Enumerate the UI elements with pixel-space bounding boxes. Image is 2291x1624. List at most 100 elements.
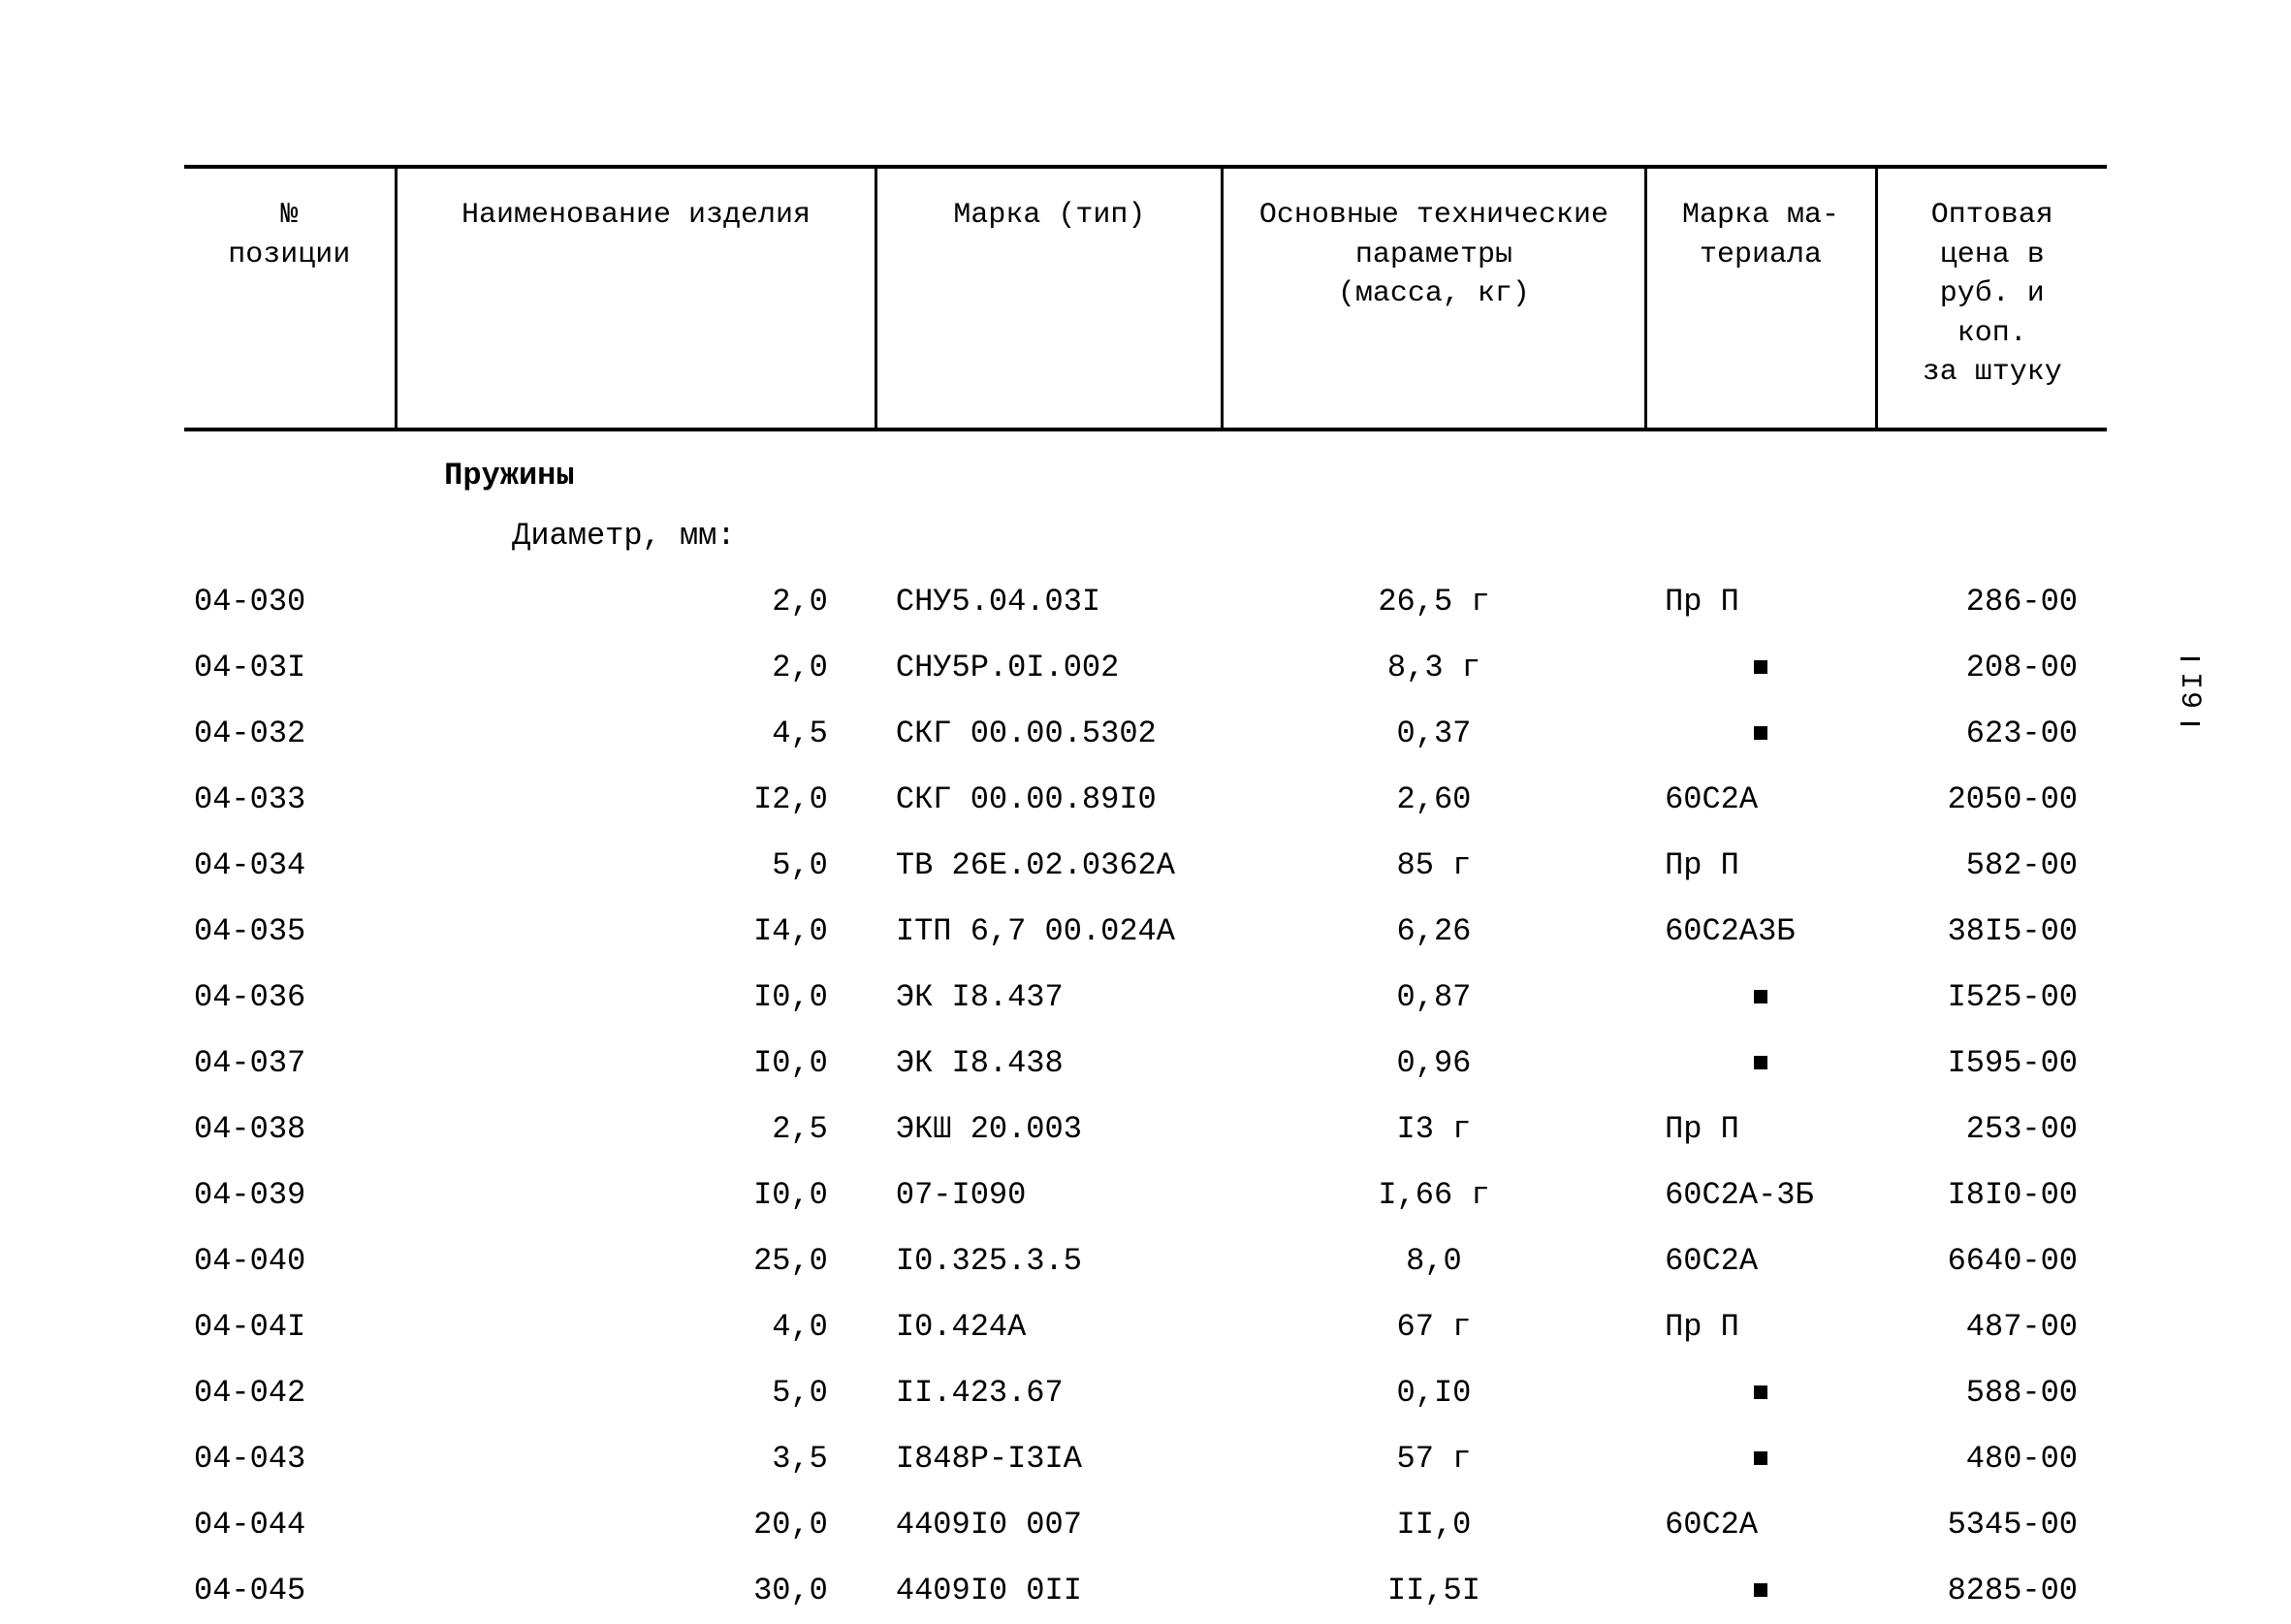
cell-pos: 04-036 xyxy=(184,965,396,1031)
cell-name: 3,5 xyxy=(396,1426,876,1492)
document-page: №позиции Наименование изделия Марка (тип… xyxy=(0,0,2291,1604)
sub-section-row: Диаметр, мм: xyxy=(184,507,2107,569)
cell-material: Пр П xyxy=(1645,833,1876,899)
margin-page-number: I9 xyxy=(2173,646,2206,737)
cell-name: 2,0 xyxy=(396,635,876,701)
table-row: 04-0382,5ЭКШ 20.003I3 гПр П253-00 xyxy=(184,1097,2107,1162)
table-row: 04-04025,0I0.325.3.58,060С2А6640-00 xyxy=(184,1228,2107,1294)
cell-param: II,5I xyxy=(1223,1558,1645,1624)
section-row: Пружины xyxy=(184,430,2107,507)
cell-param: 0,37 xyxy=(1223,701,1645,767)
cell-param: I,66 г xyxy=(1223,1162,1645,1228)
cell-param: 8,0 xyxy=(1223,1228,1645,1294)
cell-name: 2,0 xyxy=(396,569,876,635)
header-name: Наименование изделия xyxy=(396,167,876,430)
cell-mark: IТП 6,7 00.024А xyxy=(876,899,1223,965)
cell-material xyxy=(1645,965,1876,1031)
cell-material: 60С2А xyxy=(1645,767,1876,833)
cell-param: II,0 xyxy=(1223,1492,1645,1558)
cell-mark: СНУ5Р.0I.002 xyxy=(876,635,1223,701)
cell-material xyxy=(1645,1426,1876,1492)
cell-pos: 04-044 xyxy=(184,1492,396,1558)
cell-mark: ЭКШ 20.003 xyxy=(876,1097,1223,1162)
cell-mark: ЭК I8.438 xyxy=(876,1031,1223,1097)
table-row: 04-04I4,0I0.424А67 гПр П487-00 xyxy=(184,1294,2107,1360)
header-price: Оптоваяцена вруб. и коп.за штуку xyxy=(1876,167,2107,430)
table-row: 04-0433,5I848Р-I3IА57 г480-00 xyxy=(184,1426,2107,1492)
cell-name: I4,0 xyxy=(396,899,876,965)
cell-param: I3 г xyxy=(1223,1097,1645,1162)
cell-param: 0,87 xyxy=(1223,965,1645,1031)
sub-section-title: Диаметр, мм: xyxy=(396,507,2107,569)
cell-name: 2,5 xyxy=(396,1097,876,1162)
cell-name: 4,5 xyxy=(396,701,876,767)
cell-name: 25,0 xyxy=(396,1228,876,1294)
cell-name: I0,0 xyxy=(396,1031,876,1097)
cell-mark: 4409I0 007 xyxy=(876,1492,1223,1558)
header-position: №позиции xyxy=(184,167,396,430)
cell-mark: ТВ 26Е.02.0362А xyxy=(876,833,1223,899)
ditto-mark-icon xyxy=(1754,1451,1767,1465)
cell-material xyxy=(1645,1031,1876,1097)
cell-mark: II.423.67 xyxy=(876,1360,1223,1426)
table-row: 04-03I2,0СНУ5Р.0I.0028,3 г208-00 xyxy=(184,635,2107,701)
cell-pos: 04-035 xyxy=(184,899,396,965)
cell-name: 30,0 xyxy=(396,1558,876,1624)
cell-mark: 07-I090 xyxy=(876,1162,1223,1228)
table-row: 04-04530,04409I0 0IIII,5I8285-00 xyxy=(184,1558,2107,1624)
cell-name: 4,0 xyxy=(396,1294,876,1360)
cell-material: Пр П xyxy=(1645,1097,1876,1162)
cell-pos: 04-042 xyxy=(184,1360,396,1426)
price-table: №позиции Наименование изделия Марка (тип… xyxy=(184,165,2107,1624)
table-row: 04-04420,04409I0 007II,060С2А5345-00 xyxy=(184,1492,2107,1558)
table-body: Пружины Диаметр, мм: 04-0302,0СНУ5.04.03… xyxy=(184,430,2107,1624)
cell-pos: 04-032 xyxy=(184,701,396,767)
cell-pos: 04-030 xyxy=(184,569,396,635)
ditto-mark-icon xyxy=(1754,1056,1767,1069)
header-mark: Марка (тип) xyxy=(876,167,1223,430)
ditto-mark-icon xyxy=(1754,1385,1767,1399)
cell-pos: 04-03I xyxy=(184,635,396,701)
cell-mark: СНУ5.04.03I xyxy=(876,569,1223,635)
table-row: 04-035I4,0IТП 6,7 00.024А6,2660С2А3Б38I5… xyxy=(184,899,2107,965)
cell-param: 2,60 xyxy=(1223,767,1645,833)
table-row: 04-033I2,0СКГ 00.00.89I02,6060С2А2050-00 xyxy=(184,767,2107,833)
cell-material: Пр П xyxy=(1645,1294,1876,1360)
cell-material xyxy=(1645,701,1876,767)
cell-material: 60С2А xyxy=(1645,1492,1876,1558)
cell-material: 60С2А-3Б xyxy=(1645,1162,1876,1228)
header-material: Марка ма-териала xyxy=(1645,167,1876,430)
ditto-mark-icon xyxy=(1754,990,1767,1003)
cell-pos: 04-037 xyxy=(184,1031,396,1097)
cell-param: 57 г xyxy=(1223,1426,1645,1492)
table-row: 04-0302,0СНУ5.04.03I26,5 гПр П286-00 xyxy=(184,569,2107,635)
cell-price: 480-00 xyxy=(1876,1426,2107,1492)
cell-pos: 04-033 xyxy=(184,767,396,833)
cell-pos: 04-043 xyxy=(184,1426,396,1492)
cell-mark: СКГ 00.00.5302 xyxy=(876,701,1223,767)
cell-price: 253-00 xyxy=(1876,1097,2107,1162)
cell-param: 67 г xyxy=(1223,1294,1645,1360)
cell-price: I595-00 xyxy=(1876,1031,2107,1097)
cell-name: 20,0 xyxy=(396,1492,876,1558)
cell-price: 286-00 xyxy=(1876,569,2107,635)
cell-price: 588-00 xyxy=(1876,1360,2107,1426)
cell-name: I0,0 xyxy=(396,965,876,1031)
cell-param: 0,96 xyxy=(1223,1031,1645,1097)
cell-param: 85 г xyxy=(1223,833,1645,899)
cell-mark: I0.424А xyxy=(876,1294,1223,1360)
cell-pos: 04-04I xyxy=(184,1294,396,1360)
cell-pos: 04-045 xyxy=(184,1558,396,1624)
cell-param: 26,5 г xyxy=(1223,569,1645,635)
cell-pos: 04-038 xyxy=(184,1097,396,1162)
cell-price: 208-00 xyxy=(1876,635,2107,701)
cell-material: Пр П xyxy=(1645,569,1876,635)
cell-price: 5345-00 xyxy=(1876,1492,2107,1558)
ditto-mark-icon xyxy=(1754,660,1767,674)
cell-price: I525-00 xyxy=(1876,965,2107,1031)
table-header: №позиции Наименование изделия Марка (тип… xyxy=(184,167,2107,430)
cell-price: 38I5-00 xyxy=(1876,899,2107,965)
cell-pos: 04-040 xyxy=(184,1228,396,1294)
cell-price: 582-00 xyxy=(1876,833,2107,899)
cell-price: 8285-00 xyxy=(1876,1558,2107,1624)
